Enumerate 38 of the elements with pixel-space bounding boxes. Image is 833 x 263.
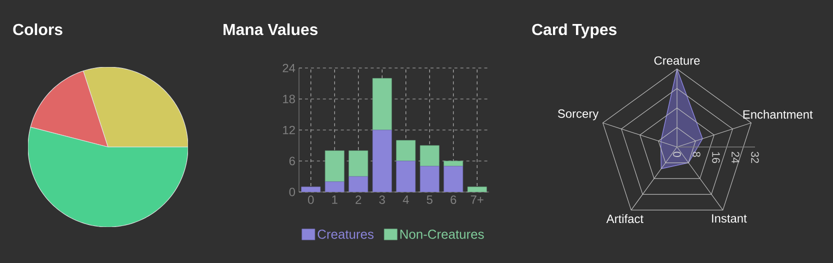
chart-title: Card Types xyxy=(532,23,616,38)
x-tick-label: 5 xyxy=(426,196,432,204)
chart-title: Colors xyxy=(13,23,62,36)
y-tick-label: 18 xyxy=(283,94,295,104)
bar xyxy=(372,130,392,192)
bar xyxy=(420,166,440,192)
bar xyxy=(444,166,464,192)
y-tick-label: 32 xyxy=(751,152,759,163)
legend-label: Creatures xyxy=(318,230,374,239)
y-tick-label: 24 xyxy=(732,152,740,164)
y-tick-label: 16 xyxy=(712,152,720,164)
x-tick-label: 4 xyxy=(402,196,409,204)
spoke-label: Enchantment xyxy=(743,110,813,119)
y-tick-label: 24 xyxy=(282,64,296,72)
y-tick-label: 0 xyxy=(289,188,296,196)
legend-label: Non-Creatures xyxy=(400,230,484,239)
bar xyxy=(396,160,416,192)
spoke-label: Instant xyxy=(712,214,747,223)
bar xyxy=(372,78,392,130)
x-tick-label: 2 xyxy=(356,196,362,204)
x-tick-label: 6 xyxy=(450,196,456,204)
spoke-label: Creature xyxy=(654,56,700,65)
chart-title: Mana Values xyxy=(224,23,318,36)
bar xyxy=(396,140,416,162)
x-tick-label: 7+ xyxy=(470,196,484,204)
x-tick-label: 3 xyxy=(379,196,385,204)
bar xyxy=(324,150,344,182)
x-tick-label: 0 xyxy=(308,196,314,204)
spoke-label: Artifact xyxy=(606,214,644,224)
spoke-label: Sorcery xyxy=(558,109,599,120)
bar xyxy=(325,182,344,192)
y-tick-label: 12 xyxy=(283,126,295,134)
x-tick-label: 1 xyxy=(332,196,338,204)
bar xyxy=(420,145,440,166)
y-tick-label: 8 xyxy=(692,152,700,157)
bar xyxy=(348,176,368,192)
bar xyxy=(348,150,368,177)
y-tick-label: 6 xyxy=(289,156,295,166)
